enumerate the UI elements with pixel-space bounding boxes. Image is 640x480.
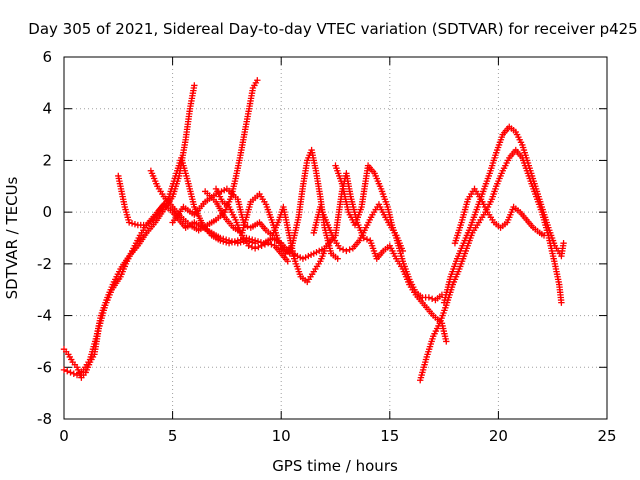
data-point-interp	[268, 241, 275, 248]
data-point	[336, 245, 344, 252]
data-point	[245, 242, 252, 249]
data-point	[234, 237, 241, 244]
data-point-interp	[261, 241, 269, 248]
data-point-interp	[131, 221, 139, 228]
data-point	[191, 82, 198, 89]
y-tick-labels: -8 -6 -4 -2 0 2 4 6	[37, 48, 52, 428]
x-tick-labels: 0 5 10 15 20 25	[59, 427, 616, 445]
data-point	[251, 245, 259, 252]
data-point	[540, 232, 548, 239]
x-tick-label: 0	[59, 427, 69, 445]
data-point-interp	[339, 246, 347, 253]
y-tick-label: -8	[37, 410, 52, 428]
data-point	[560, 239, 567, 247]
data-point	[225, 239, 233, 247]
y-tick-label: -4	[37, 307, 52, 325]
data-point-interp	[64, 367, 71, 375]
data-point	[284, 258, 291, 265]
x-tick-label: 15	[380, 427, 399, 445]
data-points	[60, 77, 567, 384]
data-point	[60, 366, 68, 374]
data-point	[251, 237, 259, 244]
y-tick-label: -2	[37, 255, 52, 273]
data-point-interp	[248, 243, 256, 251]
grid	[64, 57, 607, 419]
data-point	[425, 294, 433, 301]
x-axis-label: GPS time / hours	[272, 457, 398, 475]
x-tick-label: 25	[597, 427, 616, 445]
data-point	[343, 247, 350, 255]
data-point-interp	[70, 370, 77, 377]
data-point-interp	[363, 236, 371, 243]
data-point	[399, 247, 407, 255]
data-point-interp	[255, 243, 262, 251]
series-trace-l	[451, 185, 548, 247]
data-point	[443, 338, 450, 345]
x-tick-label: 20	[489, 427, 508, 445]
data-point-interp	[246, 235, 253, 243]
data-point-interp	[428, 295, 436, 302]
data-point	[258, 242, 265, 249]
data-point-interp	[220, 238, 227, 245]
data-point	[125, 219, 133, 226]
data-point	[254, 77, 261, 84]
data-point	[67, 369, 74, 376]
y-tick-label: 6	[42, 48, 52, 66]
plot-frame	[63, 56, 608, 420]
data-point-interp	[249, 236, 256, 243]
series-trace-h	[332, 162, 446, 304]
data-point-interp	[222, 239, 230, 246]
data-point-interp	[254, 238, 262, 245]
x-tick-label: 10	[272, 427, 291, 445]
y-axis-label: SDTVAR / TECUs	[3, 176, 21, 299]
x-tick-label: 5	[168, 427, 178, 445]
y-tick-label: 0	[42, 203, 52, 221]
series-trace-m	[212, 185, 291, 265]
y-tick-label: 4	[42, 100, 52, 118]
y-tick-label: 2	[42, 151, 52, 169]
data-point	[558, 299, 565, 306]
data-point-interp	[228, 239, 236, 246]
data-point-interp	[346, 246, 353, 253]
data-point-interp	[231, 238, 239, 245]
axis-ticks	[63, 56, 608, 420]
data-point-interp	[244, 223, 251, 230]
data-point	[334, 255, 341, 262]
chart-title: Day 305 of 2021, Sidereal Day-to-day VTE…	[28, 20, 637, 38]
series-trace-i	[310, 201, 407, 255]
data-point	[217, 237, 224, 244]
data-point	[264, 239, 272, 247]
y-tick-label: -6	[37, 358, 52, 376]
data-point-interp	[128, 220, 136, 227]
